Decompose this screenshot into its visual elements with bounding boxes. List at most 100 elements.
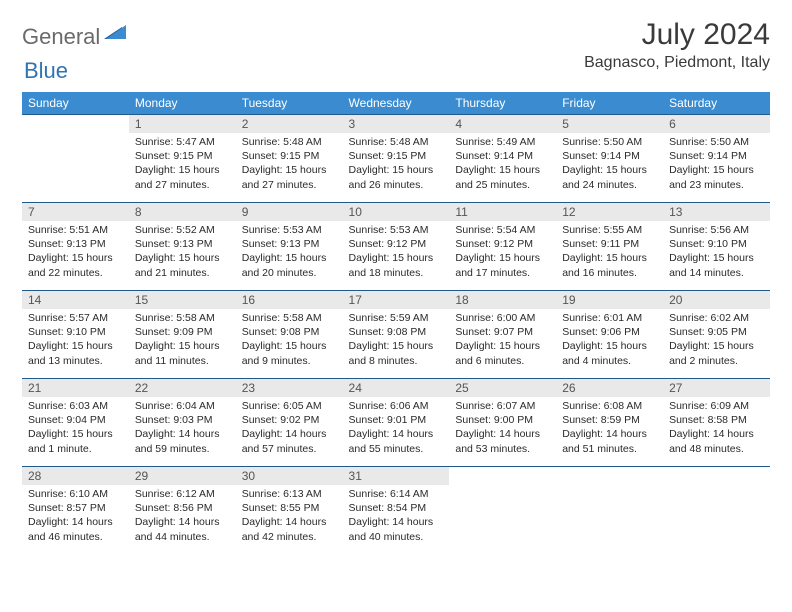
day-number: 1: [129, 115, 236, 133]
sunset-text: Sunset: 9:12 PM: [349, 237, 444, 251]
calendar-cell: [663, 467, 770, 555]
calendar-cell: [449, 467, 556, 555]
day-body: Sunrise: 5:49 AMSunset: 9:14 PMDaylight:…: [449, 133, 556, 196]
day-body: Sunrise: 6:07 AMSunset: 9:00 PMDaylight:…: [449, 397, 556, 460]
day-body: Sunrise: 6:13 AMSunset: 8:55 PMDaylight:…: [236, 485, 343, 548]
day-body: Sunrise: 5:47 AMSunset: 9:15 PMDaylight:…: [129, 133, 236, 196]
calendar-cell: 23Sunrise: 6:05 AMSunset: 9:02 PMDayligh…: [236, 379, 343, 467]
calendar-cell: 2Sunrise: 5:48 AMSunset: 9:15 PMDaylight…: [236, 115, 343, 203]
day-number: 14: [22, 291, 129, 309]
day-number: 10: [343, 203, 450, 221]
location: Bagnasco, Piedmont, Italy: [584, 54, 770, 72]
daylight-text: Daylight: 15 hours and 22 minutes.: [28, 251, 123, 279]
sunset-text: Sunset: 9:00 PM: [455, 413, 550, 427]
calendar-cell: 3Sunrise: 5:48 AMSunset: 9:15 PMDaylight…: [343, 115, 450, 203]
sunrise-text: Sunrise: 5:52 AM: [135, 223, 230, 237]
calendar-cell: 10Sunrise: 5:53 AMSunset: 9:12 PMDayligh…: [343, 203, 450, 291]
daylight-text: Daylight: 15 hours and 27 minutes.: [135, 163, 230, 191]
daylight-text: Daylight: 14 hours and 40 minutes.: [349, 515, 444, 543]
calendar-cell: 31Sunrise: 6:14 AMSunset: 8:54 PMDayligh…: [343, 467, 450, 555]
day-body: Sunrise: 6:00 AMSunset: 9:07 PMDaylight:…: [449, 309, 556, 372]
calendar-cell: [22, 115, 129, 203]
day-body: Sunrise: 5:56 AMSunset: 9:10 PMDaylight:…: [663, 221, 770, 284]
day-number: 23: [236, 379, 343, 397]
calendar-cell: 20Sunrise: 6:02 AMSunset: 9:05 PMDayligh…: [663, 291, 770, 379]
day-body: [556, 467, 663, 473]
sunset-text: Sunset: 9:04 PM: [28, 413, 123, 427]
calendar-cell: 13Sunrise: 5:56 AMSunset: 9:10 PMDayligh…: [663, 203, 770, 291]
daylight-text: Daylight: 15 hours and 24 minutes.: [562, 163, 657, 191]
day-number: 6: [663, 115, 770, 133]
sunset-text: Sunset: 9:10 PM: [669, 237, 764, 251]
day-number: 29: [129, 467, 236, 485]
calendar-cell: 9Sunrise: 5:53 AMSunset: 9:13 PMDaylight…: [236, 203, 343, 291]
day-body: Sunrise: 5:52 AMSunset: 9:13 PMDaylight:…: [129, 221, 236, 284]
daylight-text: Daylight: 14 hours and 46 minutes.: [28, 515, 123, 543]
sunset-text: Sunset: 9:01 PM: [349, 413, 444, 427]
sunset-text: Sunset: 9:08 PM: [242, 325, 337, 339]
day-number: 12: [556, 203, 663, 221]
sunrise-text: Sunrise: 6:06 AM: [349, 399, 444, 413]
sunrise-text: Sunrise: 6:10 AM: [28, 487, 123, 501]
weekday-header: Sunday: [22, 92, 129, 115]
daylight-text: Daylight: 15 hours and 2 minutes.: [669, 339, 764, 367]
day-number: 5: [556, 115, 663, 133]
calendar-cell: 27Sunrise: 6:09 AMSunset: 8:58 PMDayligh…: [663, 379, 770, 467]
calendar-cell: 6Sunrise: 5:50 AMSunset: 9:14 PMDaylight…: [663, 115, 770, 203]
weekday-header: Monday: [129, 92, 236, 115]
day-number: 18: [449, 291, 556, 309]
calendar-cell: 16Sunrise: 5:58 AMSunset: 9:08 PMDayligh…: [236, 291, 343, 379]
daylight-text: Daylight: 15 hours and 8 minutes.: [349, 339, 444, 367]
sunrise-text: Sunrise: 5:58 AM: [135, 311, 230, 325]
day-body: Sunrise: 6:09 AMSunset: 8:58 PMDaylight:…: [663, 397, 770, 460]
sunset-text: Sunset: 8:55 PM: [242, 501, 337, 515]
day-body: [22, 115, 129, 121]
daylight-text: Daylight: 15 hours and 25 minutes.: [455, 163, 550, 191]
calendar-cell: 21Sunrise: 6:03 AMSunset: 9:04 PMDayligh…: [22, 379, 129, 467]
day-body: [449, 467, 556, 473]
day-number: 26: [556, 379, 663, 397]
day-body: Sunrise: 5:50 AMSunset: 9:14 PMDaylight:…: [556, 133, 663, 196]
sunrise-text: Sunrise: 5:50 AM: [562, 135, 657, 149]
sunrise-text: Sunrise: 6:01 AM: [562, 311, 657, 325]
day-number: 25: [449, 379, 556, 397]
sunset-text: Sunset: 9:15 PM: [135, 149, 230, 163]
daylight-text: Daylight: 14 hours and 42 minutes.: [242, 515, 337, 543]
day-body: Sunrise: 5:51 AMSunset: 9:13 PMDaylight:…: [22, 221, 129, 284]
sunrise-text: Sunrise: 5:58 AM: [242, 311, 337, 325]
calendar-cell: 26Sunrise: 6:08 AMSunset: 8:59 PMDayligh…: [556, 379, 663, 467]
sunrise-text: Sunrise: 5:47 AM: [135, 135, 230, 149]
sunset-text: Sunset: 9:09 PM: [135, 325, 230, 339]
daylight-text: Daylight: 14 hours and 55 minutes.: [349, 427, 444, 455]
sunset-text: Sunset: 9:08 PM: [349, 325, 444, 339]
sunrise-text: Sunrise: 6:03 AM: [28, 399, 123, 413]
sunrise-text: Sunrise: 5:49 AM: [455, 135, 550, 149]
day-body: Sunrise: 5:58 AMSunset: 9:09 PMDaylight:…: [129, 309, 236, 372]
calendar-cell: 19Sunrise: 6:01 AMSunset: 9:06 PMDayligh…: [556, 291, 663, 379]
calendar-cell: 22Sunrise: 6:04 AMSunset: 9:03 PMDayligh…: [129, 379, 236, 467]
weekday-header: Saturday: [663, 92, 770, 115]
daylight-text: Daylight: 14 hours and 53 minutes.: [455, 427, 550, 455]
calendar-row: 28Sunrise: 6:10 AMSunset: 8:57 PMDayligh…: [22, 467, 770, 555]
day-body: Sunrise: 6:04 AMSunset: 9:03 PMDaylight:…: [129, 397, 236, 460]
daylight-text: Daylight: 15 hours and 1 minute.: [28, 427, 123, 455]
daylight-text: Daylight: 14 hours and 48 minutes.: [669, 427, 764, 455]
day-number: 15: [129, 291, 236, 309]
day-number: 16: [236, 291, 343, 309]
sunrise-text: Sunrise: 6:07 AM: [455, 399, 550, 413]
daylight-text: Daylight: 15 hours and 23 minutes.: [669, 163, 764, 191]
calendar-cell: 24Sunrise: 6:06 AMSunset: 9:01 PMDayligh…: [343, 379, 450, 467]
calendar-cell: 1Sunrise: 5:47 AMSunset: 9:15 PMDaylight…: [129, 115, 236, 203]
daylight-text: Daylight: 15 hours and 11 minutes.: [135, 339, 230, 367]
daylight-text: Daylight: 15 hours and 21 minutes.: [135, 251, 230, 279]
day-body: Sunrise: 6:03 AMSunset: 9:04 PMDaylight:…: [22, 397, 129, 460]
sunset-text: Sunset: 9:03 PM: [135, 413, 230, 427]
day-body: Sunrise: 6:08 AMSunset: 8:59 PMDaylight:…: [556, 397, 663, 460]
sunset-text: Sunset: 9:06 PM: [562, 325, 657, 339]
calendar-cell: 7Sunrise: 5:51 AMSunset: 9:13 PMDaylight…: [22, 203, 129, 291]
sunrise-text: Sunrise: 6:12 AM: [135, 487, 230, 501]
calendar-cell: 4Sunrise: 5:49 AMSunset: 9:14 PMDaylight…: [449, 115, 556, 203]
sunset-text: Sunset: 8:59 PM: [562, 413, 657, 427]
day-number: 4: [449, 115, 556, 133]
day-body: Sunrise: 6:01 AMSunset: 9:06 PMDaylight:…: [556, 309, 663, 372]
